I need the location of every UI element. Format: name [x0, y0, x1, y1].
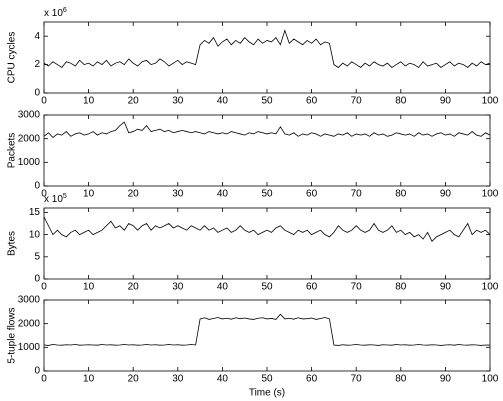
x-tick-label: 20 — [128, 96, 140, 107]
y-tick-label: 0 — [34, 274, 40, 285]
x-tick-label: 90 — [440, 189, 452, 200]
y-tick-label: 1000 — [18, 342, 41, 353]
y-tick-label: 0 — [34, 181, 40, 192]
y-tick-label: 3000 — [18, 110, 41, 121]
axes-frame — [43, 299, 491, 372]
x-tick-label: 60 — [306, 96, 318, 107]
y-tick-label: 0 — [34, 366, 40, 377]
x-tick-label: 90 — [440, 282, 452, 293]
x-tick-label: 60 — [306, 374, 318, 385]
x-tick-label: 50 — [261, 374, 273, 385]
x-tick-label: 70 — [351, 96, 363, 107]
y-axis-label: 5-tuple flows — [7, 307, 18, 363]
y-scale-label: x 105 — [44, 193, 67, 205]
x-tick-label: 30 — [172, 282, 184, 293]
x-tick-label: 90 — [440, 374, 452, 385]
x-axis-label: Time (s) — [249, 388, 285, 399]
x-tick-label: 30 — [172, 189, 184, 200]
x-tick-label: 40 — [217, 189, 229, 200]
y-tick-label: 5 — [34, 251, 40, 262]
x-tick-label: 0 — [41, 189, 47, 200]
data-line — [43, 313, 491, 346]
y-tick-label: 15 — [29, 207, 41, 218]
axes-frame — [43, 114, 491, 187]
x-tick-label: 80 — [395, 282, 407, 293]
x-tick-label: 0 — [41, 374, 47, 385]
x-tick-label: 80 — [395, 189, 407, 200]
data-line — [43, 121, 491, 139]
y-tick-label: 2 — [34, 59, 40, 70]
x-tick-label: 80 — [395, 96, 407, 107]
x-tick-label: 0 — [41, 96, 47, 107]
x-tick-label: 100 — [482, 189, 499, 200]
x-tick-label: 20 — [128, 189, 140, 200]
y-axis-label: CPU cycles — [7, 32, 18, 84]
x-tick-label: 30 — [172, 374, 184, 385]
x-tick-label: 30 — [172, 96, 184, 107]
y-tick-label: 10 — [29, 229, 41, 240]
y-scale-base: x 10 — [44, 194, 63, 205]
x-tick-label: 70 — [351, 282, 363, 293]
x-tick-label: 20 — [128, 282, 140, 293]
y-tick-label: 4 — [34, 31, 40, 42]
x-tick-label: 40 — [217, 282, 229, 293]
y-tick-label: 2000 — [18, 318, 41, 329]
y-tick-label: 3000 — [18, 295, 41, 306]
x-tick-label: 50 — [261, 96, 273, 107]
x-tick-label: 70 — [351, 374, 363, 385]
y-tick-label: 1000 — [18, 157, 41, 168]
x-tick-label: 70 — [351, 189, 363, 200]
x-tick-label: 50 — [261, 282, 273, 293]
x-tick-label: 40 — [217, 374, 229, 385]
x-tick-label: 100 — [482, 282, 499, 293]
x-tick-label: 60 — [306, 282, 318, 293]
x-tick-label: 100 — [482, 374, 499, 385]
y-scale-exponent: 6 — [63, 7, 67, 14]
x-tick-label: 40 — [217, 96, 229, 107]
y-axis-label: Packets — [7, 133, 18, 169]
y-scale-label: x 106 — [44, 7, 67, 19]
data-line — [43, 216, 491, 242]
y-axis-label: Bytes — [7, 231, 18, 256]
x-tick-label: 80 — [395, 374, 407, 385]
x-tick-label: 10 — [83, 189, 95, 200]
x-tick-label: 10 — [83, 282, 95, 293]
x-tick-label: 20 — [128, 374, 140, 385]
x-tick-label: 60 — [306, 189, 318, 200]
x-tick-label: 10 — [83, 374, 95, 385]
x-tick-label: 50 — [261, 189, 273, 200]
y-tick-label: 0 — [34, 88, 40, 99]
y-scale-base: x 10 — [44, 8, 63, 19]
x-tick-label: 100 — [482, 96, 499, 107]
x-tick-label: 90 — [440, 96, 452, 107]
y-tick-label: 2000 — [18, 133, 41, 144]
x-tick-label: 0 — [41, 282, 47, 293]
x-tick-label: 10 — [83, 96, 95, 107]
y-scale-exponent: 5 — [63, 193, 67, 200]
data-line — [43, 29, 491, 68]
axes-frame — [43, 21, 491, 94]
axes-frame — [43, 207, 491, 280]
